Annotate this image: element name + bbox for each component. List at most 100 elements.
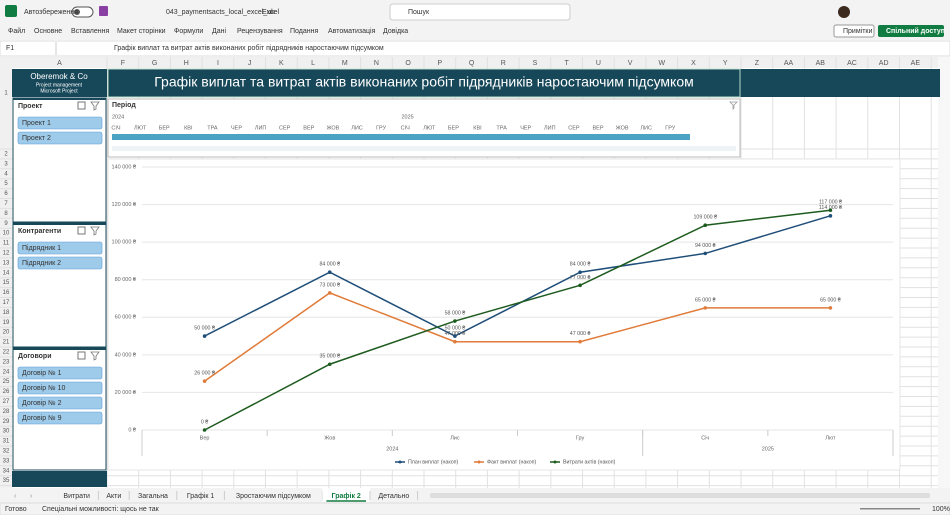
horizontal-scrollbar[interactable] [430, 493, 930, 498]
timeline-month[interactable]: ГРУ [376, 125, 387, 131]
timeline-month[interactable]: СЕР [568, 125, 580, 131]
row-header: 16 [3, 290, 10, 296]
data-point [327, 291, 332, 295]
timeline-month[interactable]: ЛЮТ [134, 125, 147, 131]
timeline-month[interactable]: ЖОВ [616, 125, 629, 131]
row-header: 20 [3, 330, 10, 336]
timeline-month[interactable]: СІЧ [401, 125, 411, 131]
multi-select-icon[interactable] [77, 351, 86, 360]
share-button[interactable] [878, 25, 944, 37]
series-line [204, 215, 831, 337]
ribbon-tab[interactable]: Формули [174, 28, 203, 35]
y-tick-label: 100 000 ₴ [112, 240, 137, 246]
row-header: 31 [3, 439, 10, 445]
timeline-month[interactable]: ЧЕР [231, 125, 242, 131]
y-tick-label: 0 ₴ [128, 427, 137, 433]
row-header: 14 [3, 270, 10, 276]
data-label: 77 000 ₴ [570, 275, 591, 281]
timeline-month[interactable]: ЖОВ [326, 125, 339, 131]
sheet-tab[interactable]: Зростаючим підсумком [236, 492, 311, 500]
chart-area [107, 158, 901, 471]
column-header: Q [469, 60, 475, 67]
slicer-item[interactable] [17, 411, 103, 425]
ribbon-tab[interactable]: Рецензування [237, 28, 283, 35]
ribbon-tab[interactable]: Дані [212, 27, 226, 35]
x-group-label: 2025 [762, 446, 774, 452]
multi-select-icon[interactable] [77, 226, 86, 235]
avatar[interactable] [838, 6, 850, 18]
slicer-item[interactable] [17, 256, 103, 270]
row-header: 15 [3, 280, 10, 286]
ribbon-tab[interactable]: Подання [290, 28, 318, 35]
slicer-item[interactable] [17, 366, 103, 380]
timeline-month[interactable]: ЧЕР [520, 125, 531, 131]
row-header: 12 [3, 251, 10, 257]
column-header: J [248, 60, 252, 67]
ribbon-tab[interactable]: Вставлення [71, 28, 109, 35]
panel-line: Microsoft Project [40, 88, 78, 94]
timeline-month[interactable]: БЕР [159, 125, 170, 131]
slicer-item[interactable] [17, 116, 103, 130]
timeline-month[interactable]: ЛИС [351, 125, 363, 131]
slicer-title: Проект [18, 103, 43, 110]
row-header: 13 [3, 260, 10, 266]
clear-filter-icon[interactable] [90, 101, 100, 111]
data-point [327, 270, 332, 275]
timeline-month[interactable]: ВЕР [303, 125, 314, 131]
status-bar [0, 502, 950, 515]
vertical-scrollbar[interactable] [938, 57, 950, 488]
sheet-tab[interactable]: Витрати [63, 493, 90, 500]
sheet-tab[interactable]: Графік 1 [187, 492, 215, 500]
timeline-month[interactable]: СЕР [279, 125, 291, 131]
sheet-tab[interactable]: Загальна [138, 493, 168, 500]
timeline-scroll[interactable] [112, 146, 736, 151]
timeline-month[interactable]: ТРА [207, 125, 218, 131]
timeline-month[interactable]: ЛИС [640, 125, 652, 131]
slicer-item[interactable] [17, 131, 103, 145]
timeline-month[interactable]: ГРУ [665, 125, 676, 131]
timeline-month[interactable]: КВІ [184, 125, 193, 131]
timeline-month[interactable]: ВЕР [592, 125, 603, 131]
timeline-month[interactable]: ЛИП [544, 125, 556, 131]
panel-footer [12, 471, 107, 487]
search-box[interactable] [389, 3, 571, 21]
name-box: F1 [6, 45, 14, 52]
save-icon[interactable] [99, 6, 108, 16]
status-accessibility[interactable]: Спеціальні можливості: щось не так [42, 505, 160, 513]
clear-filter-icon[interactable] [90, 226, 100, 236]
zoom-slider[interactable] [860, 508, 920, 510]
data-point [453, 334, 457, 338]
series-line [204, 292, 831, 382]
ribbon-tab[interactable]: Макет сторінки [117, 27, 166, 35]
multi-select-icon[interactable] [77, 101, 86, 110]
sheet-tab[interactable]: Акти [106, 493, 121, 500]
nav-arrow[interactable]: ‹ [14, 493, 17, 500]
ribbon-tab[interactable]: Автоматизація [328, 27, 376, 35]
column-header: O [405, 60, 411, 67]
timeline-month[interactable]: СІЧ [111, 125, 121, 131]
x-tick-label: Жов [324, 435, 335, 441]
nav-arrow[interactable]: › [30, 493, 33, 500]
slicer-item[interactable] [17, 241, 103, 255]
ribbon-tab[interactable]: Основне [34, 28, 62, 35]
timeline-month[interactable]: ЛИП [255, 125, 267, 131]
timeline-month[interactable]: ЛЮТ [423, 125, 436, 131]
timeline-month[interactable]: ТРА [496, 125, 507, 131]
excel-icon [5, 5, 17, 17]
timeline-clear[interactable] [729, 101, 738, 110]
clear-filter-icon[interactable] [90, 351, 100, 361]
ribbon-tab[interactable]: Довідка [383, 27, 408, 35]
ribbon-tab[interactable]: Файл [8, 27, 25, 35]
sheet-tab[interactable]: Детально [378, 493, 409, 500]
legend-marker [477, 460, 481, 464]
timeline-month[interactable]: БЕР [448, 125, 459, 131]
timeline-bar[interactable] [112, 134, 690, 140]
slicer [12, 97, 107, 223]
slicer-item[interactable] [17, 396, 103, 410]
slicer-top [13, 348, 106, 350]
slicer-item[interactable] [17, 381, 103, 395]
sheet-tab[interactable]: Графік 2 [332, 492, 361, 500]
timeline-month[interactable]: КВІ [473, 125, 482, 131]
comments-button[interactable] [833, 24, 875, 38]
x-tick-label: Лют [825, 435, 836, 441]
